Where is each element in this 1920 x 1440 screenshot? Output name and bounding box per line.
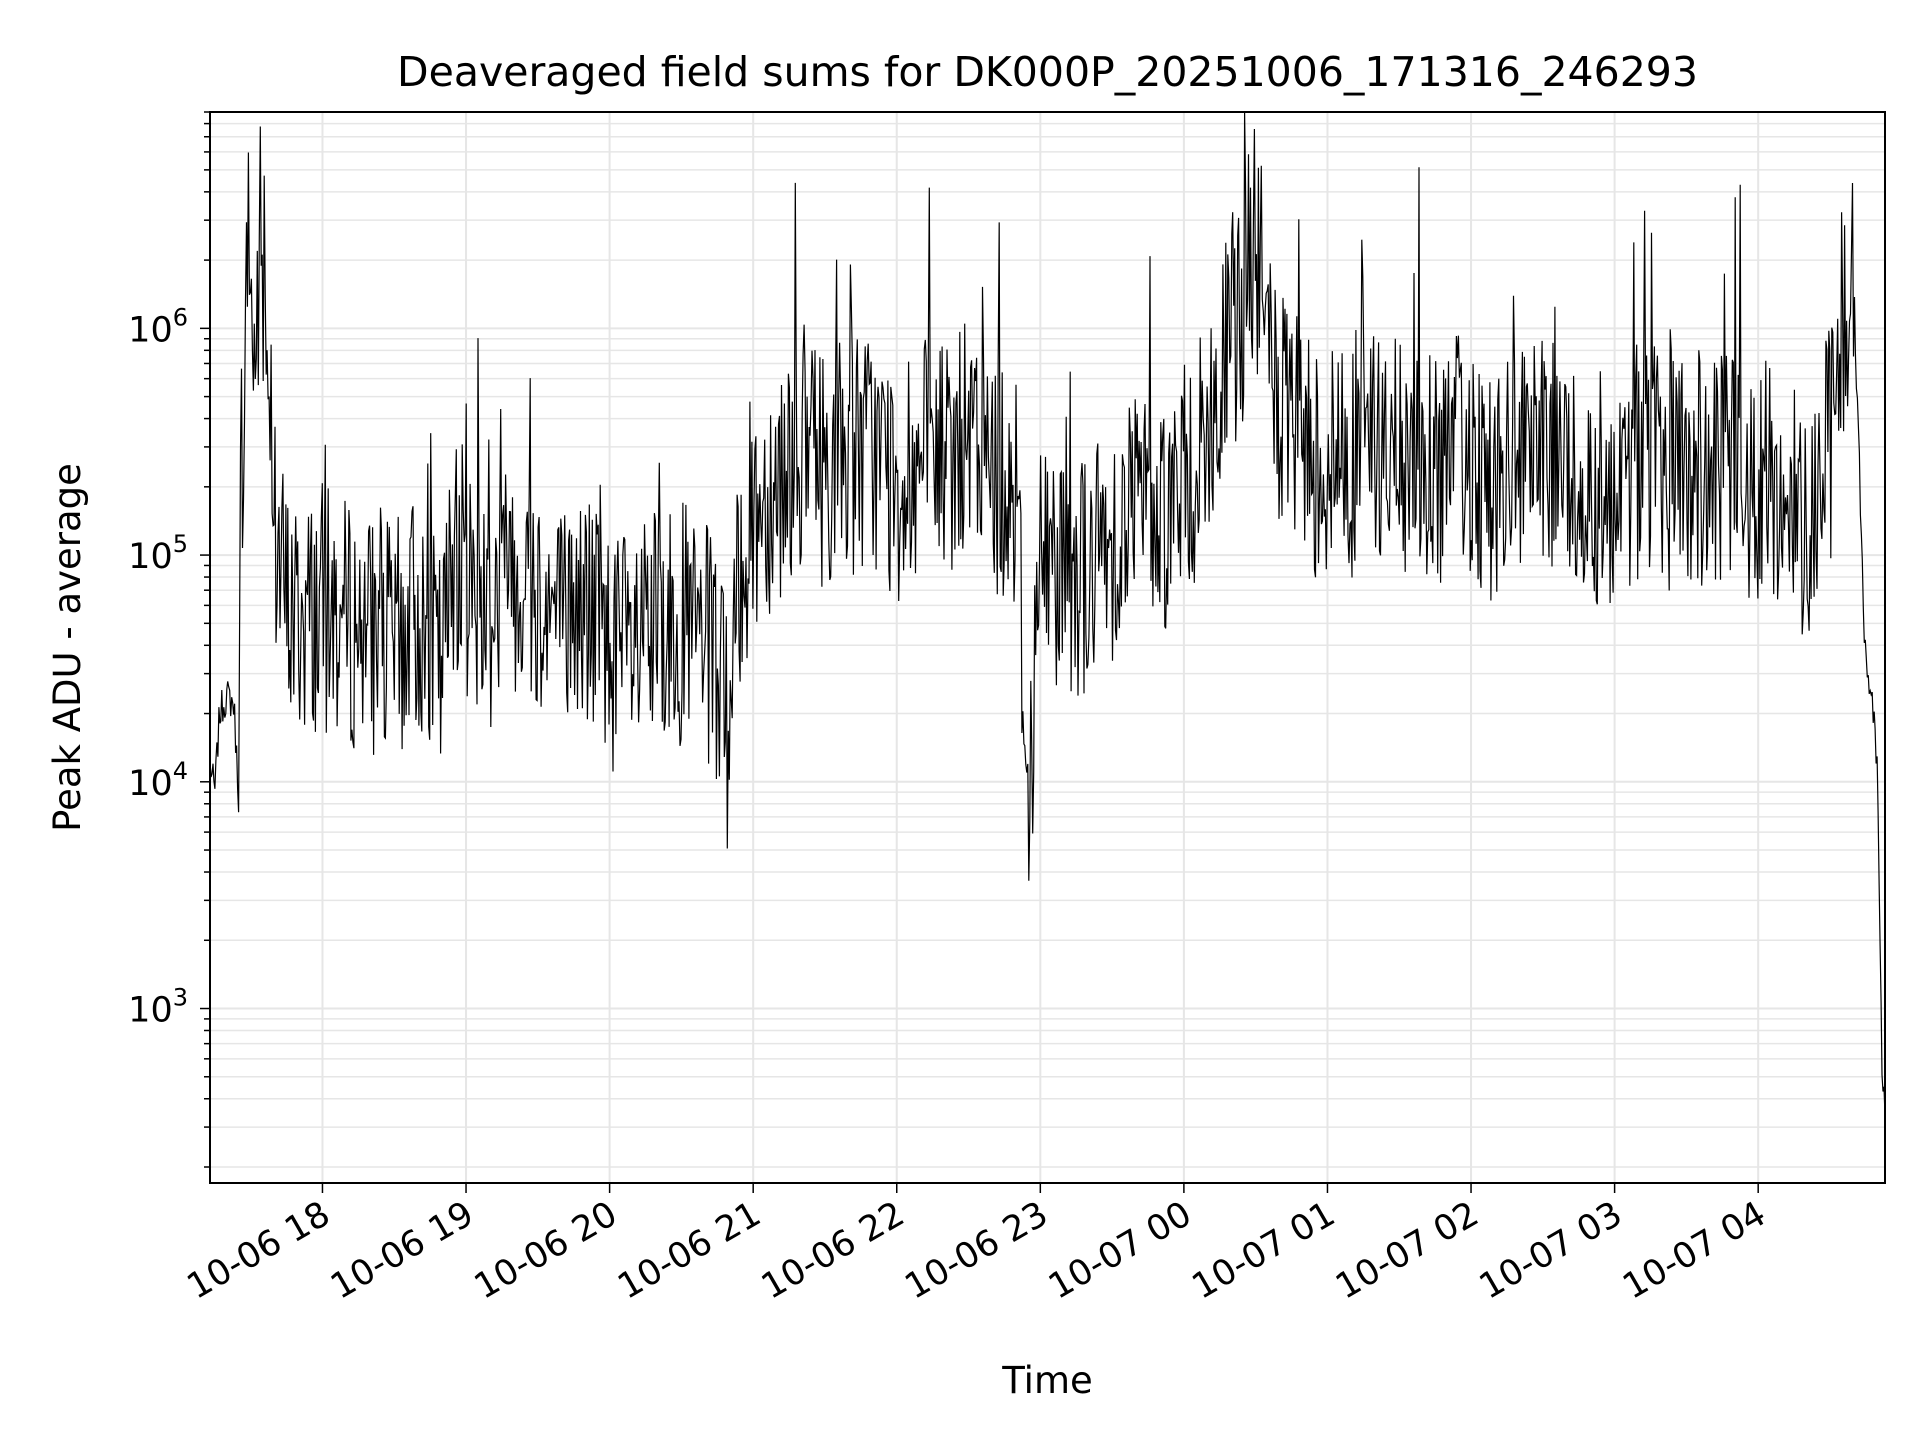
y-axis-label: Peak ADU - average <box>46 463 89 832</box>
x-axis-label: Time <box>1001 1359 1093 1402</box>
data-line-layer <box>209 111 1886 1116</box>
plot-frame <box>209 111 1886 1184</box>
y-tick-label: 103 <box>128 984 188 1031</box>
chart-title: Deaveraged field sums for DK000P_2025100… <box>397 48 1698 96</box>
y-tick-label: 105 <box>128 530 188 577</box>
y-tick-label: 106 <box>128 303 188 350</box>
data-series-line <box>209 111 1886 1116</box>
y-tick-label: 104 <box>128 757 188 804</box>
